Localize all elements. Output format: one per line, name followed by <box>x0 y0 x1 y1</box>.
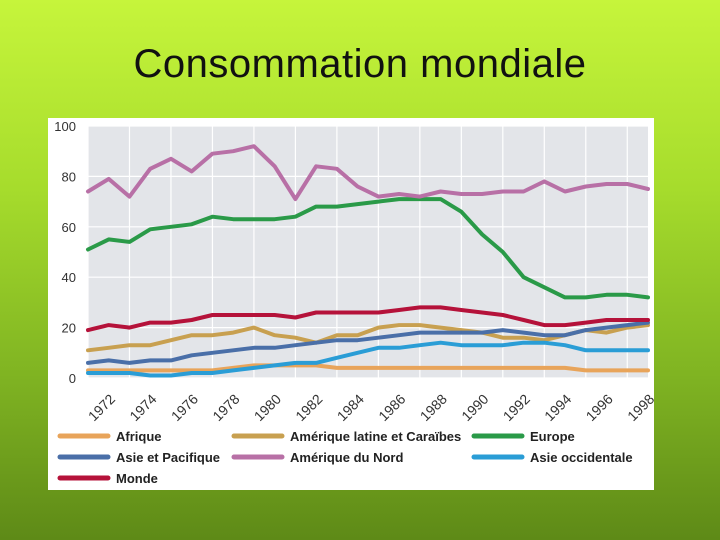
x-tick-label: 1996 <box>583 391 616 424</box>
series-line-asie-occidentale <box>86 340 650 378</box>
legend-label: Asie occidentale <box>530 450 633 465</box>
series-line-asie-et-pacifique <box>86 320 650 365</box>
series-line-am-rique-latine-et-cara-bes <box>86 323 650 353</box>
y-tick-label: 40 <box>62 270 76 285</box>
x-tick-label: 1992 <box>500 391 533 424</box>
y-tick-label: 100 <box>54 119 76 134</box>
x-tick-label: 1986 <box>375 391 408 424</box>
x-tick-label: 1982 <box>292 391 325 424</box>
legend-label: Europe <box>530 429 575 444</box>
x-tick-label: 1990 <box>458 391 491 424</box>
x-tick-label: 1976 <box>168 391 201 424</box>
x-tick-label: 1988 <box>417 391 450 424</box>
series-line-afrique <box>86 363 650 373</box>
legend-label: Amérique latine et Caraïbes <box>290 429 461 444</box>
x-tick-label: 1984 <box>334 391 367 424</box>
x-tick-label: 1972 <box>85 391 118 424</box>
y-tick-label: 20 <box>62 321 76 336</box>
y-tick-label: 60 <box>62 220 76 235</box>
legend-label: Amérique du Nord <box>290 450 403 465</box>
line-chart: 0 20 40 60 80 100 1972 1974 1976 1978 1980 1982 1984… <box>54 119 657 486</box>
x-tick-label: 1974 <box>126 391 159 424</box>
series-line-am-rique-du-nord <box>86 144 650 202</box>
y-tick-label: 0 <box>69 371 76 386</box>
legend-label: Asie et Pacifique <box>116 450 220 465</box>
y-tick-label: 80 <box>62 169 76 184</box>
legend-label: Afrique <box>116 429 162 444</box>
slide-title: Consommation mondiale <box>133 42 587 86</box>
x-tick-label: 1998 <box>624 391 654 424</box>
legend-label: Monde <box>116 471 158 486</box>
series-line-monde <box>86 305 650 333</box>
x-tick-label: 1994 <box>541 391 574 424</box>
chart-figure: 0 20 40 60 80 100 1972 1974 1976 1978 1980 1982 1984… <box>48 118 658 490</box>
x-tick-label: 1978 <box>209 391 242 424</box>
x-tick-label: 1980 <box>251 391 284 424</box>
series-line-europe <box>86 197 650 300</box>
